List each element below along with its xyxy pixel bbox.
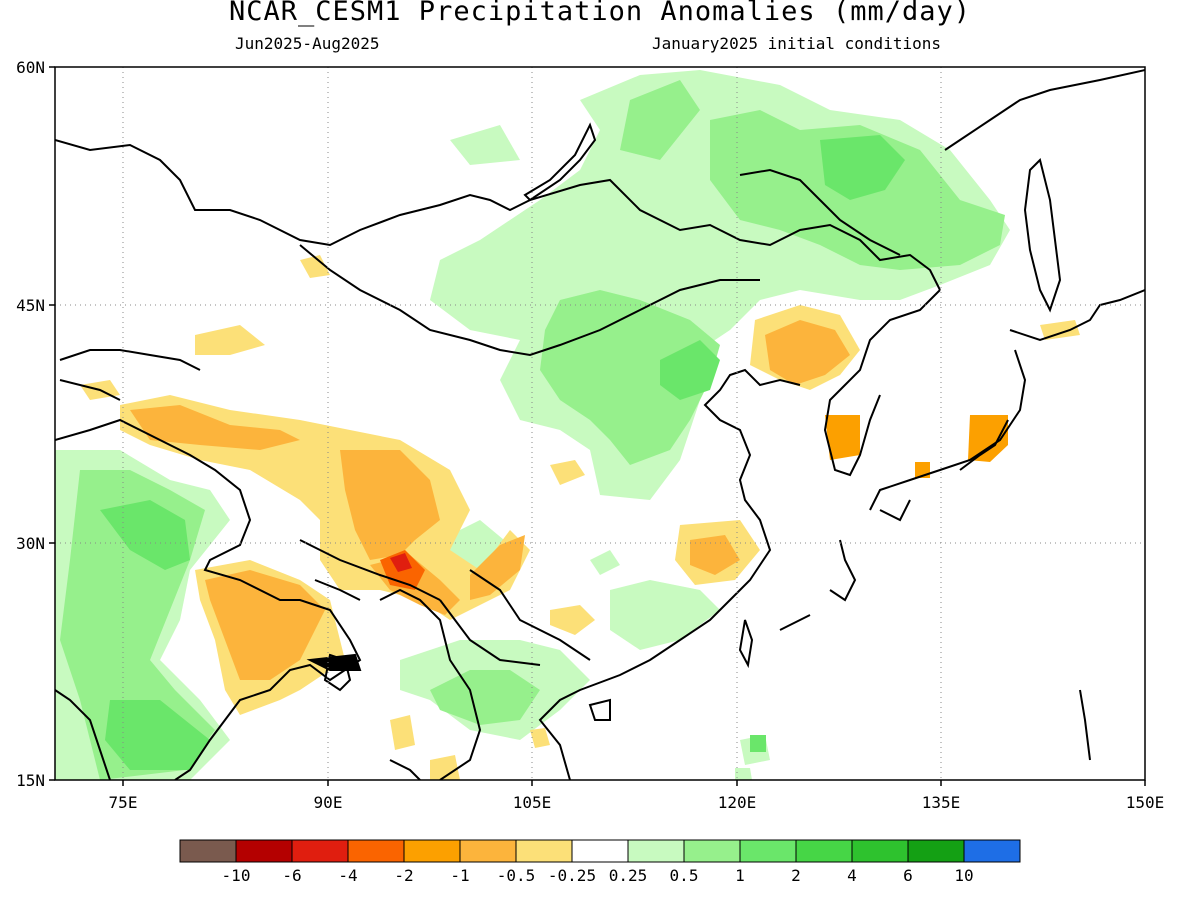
- colorbar-label: 10: [954, 866, 973, 885]
- colorbar: -10 -6 -4 -2 -1 -0.5 -0.25 0.25 0.5 1 2 4 6 10: [179, 839, 1021, 885]
- coastlines-borders: [55, 69, 1145, 780]
- lat-label: 60N: [16, 58, 45, 77]
- lon-label: 75E: [109, 793, 138, 812]
- colorbar-swatch: [851, 839, 909, 863]
- colorbar-swatch: [683, 839, 741, 863]
- lon-label: 135E: [922, 793, 961, 812]
- colorbar-label: -10: [222, 866, 251, 885]
- season-subtitle: Jun2025-Aug2025: [235, 34, 380, 53]
- strong-dry-areas: [380, 550, 425, 590]
- colorbar-label: -1: [450, 866, 469, 885]
- colorbar-label: 0.25: [609, 866, 648, 885]
- lat-label: 45N: [16, 296, 45, 315]
- colorbar-label: 6: [903, 866, 913, 885]
- anomaly-fields: [55, 70, 1080, 780]
- colorbar-swatch: [459, 839, 517, 863]
- colorbar-swatch: [907, 839, 965, 863]
- colorbar-label: 0.5: [670, 866, 699, 885]
- colorbar-swatch: [179, 839, 237, 863]
- latitude-labels: 60N 45N 30N 15N: [16, 58, 45, 790]
- lon-label: 150E: [1126, 793, 1165, 812]
- colorbar-swatch: [571, 839, 629, 863]
- colorbar-swatch: [403, 839, 461, 863]
- colorbar-swatch: [627, 839, 685, 863]
- colorbar-label: -2: [394, 866, 413, 885]
- colorbar-label: -6: [282, 866, 301, 885]
- init-subtitle: January2025 initial conditions: [652, 34, 941, 53]
- colorbar-swatch: [291, 839, 349, 863]
- strong-wet-areas: [100, 135, 905, 770]
- colorbar-label: 2: [791, 866, 801, 885]
- axis-ticks: [49, 66, 1146, 786]
- colorbar-swatch: [235, 839, 293, 863]
- colorbar-swatch: [963, 839, 1021, 863]
- longitude-labels: 75E 90E 105E 120E 135E 150E: [109, 793, 1165, 812]
- colorbar-label: -4: [338, 866, 357, 885]
- map-frame: [54, 66, 1146, 781]
- colorbar-label: 1: [735, 866, 745, 885]
- lon-label: 90E: [314, 793, 343, 812]
- lat-label: 30N: [16, 534, 45, 553]
- colorbar-swatch: [739, 839, 797, 863]
- colorbar-swatch: [795, 839, 853, 863]
- map-gridlines: [55, 67, 1145, 780]
- colorbar-swatch: [347, 839, 405, 863]
- map-title: NCAR_CESM1 Precipitation Anomalies (mm/d…: [229, 0, 971, 27]
- lon-label: 105E: [513, 793, 552, 812]
- colorbar-swatch: [515, 839, 573, 863]
- lon-label: 120E: [718, 793, 757, 812]
- colorbar-label: -0.25: [548, 866, 596, 885]
- lat-label: 15N: [16, 771, 45, 790]
- colorbar-label: -0.5: [497, 866, 536, 885]
- colorbar-label: 4: [847, 866, 857, 885]
